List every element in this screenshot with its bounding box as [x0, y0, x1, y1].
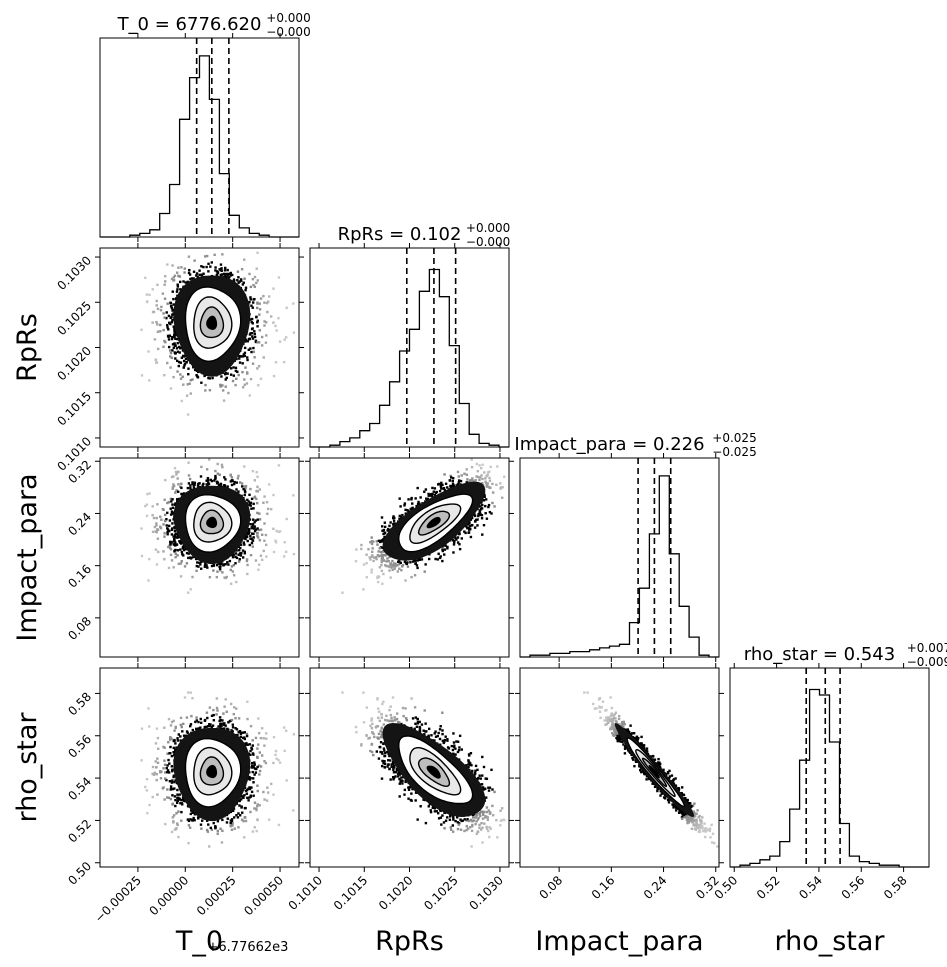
- x-tick-label: 0.1020: [376, 873, 416, 913]
- density-panel-3-1: [341, 691, 509, 848]
- x-axis-label-RpRs: RpRs: [375, 926, 444, 957]
- panel-frame: [729, 667, 930, 868]
- title-rho_star: rho_star = 0.543: [744, 644, 895, 665]
- panel-Impact_para-RpRs: [305, 453, 514, 662]
- panel-frame: [519, 667, 720, 868]
- panel-rho_star-T_0: −0.00025 0.00000 0.00025 0.00050 0.50 0.52 0.5…: [65, 663, 304, 925]
- contour-level-4: [648, 765, 660, 779]
- x-tick-label: 0.00050: [241, 873, 286, 918]
- panel-frame: [99, 37, 300, 238]
- contour-level-4: [206, 764, 218, 779]
- y-tick-label: 0.52: [65, 817, 94, 846]
- panel-bg: [520, 668, 719, 867]
- title-plus-rho_star: +0.007: [907, 641, 947, 655]
- histogram-rho_star: [730, 688, 929, 868]
- x-axis-label-rho_star: rho_star: [774, 926, 885, 957]
- panel-Impact_para-T_0: 0.080.160.240.32: [65, 453, 304, 662]
- contour-level-4: [206, 315, 218, 330]
- panel-bg: [520, 458, 719, 657]
- panel-rho_star-Impact_para: 0.08 0.16 0.24 0.32: [515, 663, 724, 902]
- x-tick-label: 0.58: [881, 873, 910, 902]
- title-minus-RpRs: −0.000: [466, 235, 510, 249]
- x-tick-label: 0.1010: [286, 873, 326, 913]
- title-Impact_para: Impact_para = 0.226: [514, 434, 704, 455]
- title-minus-Impact_para: −0.025: [712, 445, 756, 459]
- histogram-Impact_para: [520, 475, 719, 658]
- offset-label-T_0: +6.77662e3: [208, 940, 289, 955]
- y-tick-label: 0.50: [65, 859, 94, 888]
- title-plus-Impact_para: +0.025: [712, 431, 756, 445]
- y-tick-label: 0.1025: [55, 298, 95, 338]
- contour-level-4: [426, 765, 441, 779]
- contour-level-4: [206, 516, 218, 529]
- panel-frame: [99, 457, 300, 658]
- title-minus-T_0: −0.000: [266, 25, 310, 39]
- title-RpRs: RpRs = 0.102: [338, 224, 462, 245]
- panel-RpRs-RpRs: RpRs = 0.102 +0.000−0.000: [309, 221, 510, 452]
- panel-Impact_para-Impact_para: Impact_para = 0.226 +0.025−0.025: [514, 431, 757, 662]
- title-plus-T_0: +0.000: [266, 11, 310, 25]
- y-tick-label: 0.1015: [55, 389, 95, 429]
- y-tick-label: 0.1030: [55, 253, 95, 293]
- title-minus-rho_star: −0.009: [907, 655, 947, 669]
- panel-frame: [99, 667, 300, 868]
- x-tick-label: −0.00025: [92, 873, 144, 925]
- x-axis-label-T_0: T_0: [175, 926, 223, 957]
- histogram-T_0: [100, 55, 299, 238]
- x-tick-label: 0.24: [641, 873, 670, 902]
- y-axis-label-rho_star: rho_star: [12, 712, 43, 823]
- density-panel-3-0: [140, 691, 296, 848]
- panel-frame: [519, 457, 720, 658]
- x-tick-label: 0.1030: [466, 873, 506, 913]
- histogram-RpRs: [310, 268, 509, 448]
- panel-rho_star-RpRs: 0.1010 0.1015 0.1020 0.1025 0.1030: [286, 663, 514, 913]
- y-tick-label: 0.16: [65, 562, 94, 591]
- y-tick-label: 0.24: [65, 510, 94, 539]
- y-tick-label: 0.08: [65, 614, 94, 643]
- x-axis-label-Impact_para: Impact_para: [535, 926, 703, 957]
- x-tick-label: 0.00000: [146, 873, 191, 918]
- x-tick-label: 0.54: [796, 873, 825, 902]
- x-tick-label: 0.1025: [421, 873, 461, 913]
- density-panel-1-0: [140, 248, 296, 416]
- x-tick-label: 0.08: [536, 873, 565, 902]
- y-tick-label: 0.58: [65, 690, 94, 719]
- x-tick-label: 0.52: [754, 873, 783, 902]
- density-panel-3-2: [583, 691, 719, 848]
- x-tick-label: 0.16: [589, 873, 618, 902]
- x-tick-label: 0.00025: [194, 873, 239, 918]
- corner-grid: T_0 = 6776.620 +0.000−0.0000.10100.10150.…: [55, 11, 947, 925]
- density-panel-2-0: [140, 458, 296, 594]
- panel-T_0-T_0: T_0 = 6776.620 +0.000−0.000: [99, 11, 311, 242]
- y-tick-label: 0.1020: [55, 344, 95, 384]
- title-T_0: T_0 = 6776.620: [117, 14, 262, 35]
- y-tick-label: 0.56: [65, 732, 94, 761]
- density-panel-2-1: [341, 458, 509, 594]
- y-axis-label-Impact_para: Impact_para: [12, 473, 43, 641]
- y-axis-label-RpRs: RpRs: [12, 313, 43, 382]
- title-plus-RpRs: +0.000: [466, 221, 510, 235]
- y-tick-label: 0.54: [65, 774, 94, 803]
- x-tick-label: 0.1015: [331, 873, 371, 913]
- contour-level-4: [426, 516, 441, 529]
- x-tick-label: 0.56: [839, 873, 868, 902]
